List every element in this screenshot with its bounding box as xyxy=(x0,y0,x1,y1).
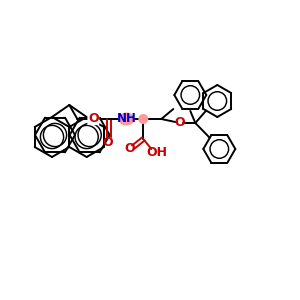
Text: O: O xyxy=(124,142,135,155)
Circle shape xyxy=(138,114,148,124)
Ellipse shape xyxy=(118,112,134,125)
Text: OH: OH xyxy=(147,146,168,158)
Text: O: O xyxy=(88,112,99,124)
Text: O: O xyxy=(102,136,112,149)
Text: O: O xyxy=(174,116,184,130)
Text: NH: NH xyxy=(116,112,136,124)
